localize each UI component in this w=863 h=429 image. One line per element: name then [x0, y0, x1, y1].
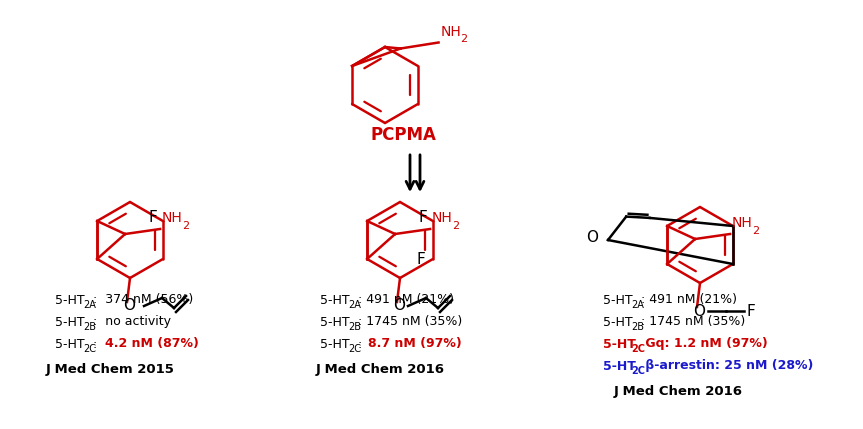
Text: :: :	[93, 338, 105, 350]
Text: 5-HT: 5-HT	[603, 293, 633, 306]
Text: 2A: 2A	[348, 300, 361, 310]
Text: F: F	[419, 211, 427, 226]
Text: NH: NH	[732, 216, 753, 230]
Text: 2C: 2C	[348, 344, 361, 354]
Text: Gq: 1.2 nM (97%): Gq: 1.2 nM (97%)	[641, 338, 768, 350]
Text: J Med Chem 2016: J Med Chem 2016	[614, 386, 742, 399]
Text: 2B: 2B	[631, 322, 644, 332]
Text: 2B: 2B	[348, 322, 361, 332]
Text: 5-HT: 5-HT	[603, 360, 636, 372]
Text: 5-HT: 5-HT	[603, 338, 636, 350]
Text: : 1745 nM (35%): : 1745 nM (35%)	[641, 315, 746, 329]
Text: 2C: 2C	[631, 366, 645, 376]
Text: J Med Chem 2015: J Med Chem 2015	[46, 363, 174, 377]
Text: F: F	[148, 211, 157, 226]
Text: : 491 nM (21%): : 491 nM (21%)	[641, 293, 737, 306]
Text: 2C: 2C	[631, 344, 645, 354]
Text: 5-HT: 5-HT	[320, 293, 350, 306]
Text: F: F	[746, 303, 755, 318]
Text: 2C: 2C	[83, 344, 96, 354]
Text: 2: 2	[461, 33, 468, 43]
Text: 5-HT: 5-HT	[55, 315, 85, 329]
Text: NH: NH	[162, 211, 183, 225]
Text: 4.2 nM (87%): 4.2 nM (87%)	[105, 338, 198, 350]
Text: :  no activity: : no activity	[93, 315, 171, 329]
Text: F: F	[416, 251, 425, 266]
Text: 5-HT: 5-HT	[603, 315, 633, 329]
Text: : 1745 nM (35%): : 1745 nM (35%)	[358, 315, 463, 329]
Text: β-arrestin: 25 nM (28%): β-arrestin: 25 nM (28%)	[641, 360, 813, 372]
Text: : 491 nM (21%): : 491 nM (21%)	[358, 293, 454, 306]
Text: O: O	[393, 299, 405, 314]
Text: 5-HT: 5-HT	[320, 338, 350, 350]
Text: O: O	[586, 230, 598, 245]
Text: 2: 2	[752, 226, 759, 236]
Text: 2: 2	[452, 221, 459, 231]
Text: NH: NH	[432, 211, 453, 225]
Text: O: O	[693, 303, 705, 318]
Text: 2A: 2A	[83, 300, 96, 310]
Text: 5-HT: 5-HT	[320, 315, 350, 329]
Text: NH: NH	[440, 24, 462, 39]
Text: PCPMA: PCPMA	[370, 126, 436, 144]
Text: O: O	[123, 299, 135, 314]
Text: 5-HT: 5-HT	[55, 293, 85, 306]
Text: J Med Chem 2016: J Med Chem 2016	[316, 363, 444, 377]
Text: 2A: 2A	[631, 300, 644, 310]
Text: :: :	[358, 338, 366, 350]
Text: 8.7 nM (97%): 8.7 nM (97%)	[368, 338, 462, 350]
Text: 5-HT: 5-HT	[55, 338, 85, 350]
Text: :  374 nM (56%): : 374 nM (56%)	[93, 293, 193, 306]
Text: 2B: 2B	[83, 322, 96, 332]
Text: 2: 2	[182, 221, 189, 231]
